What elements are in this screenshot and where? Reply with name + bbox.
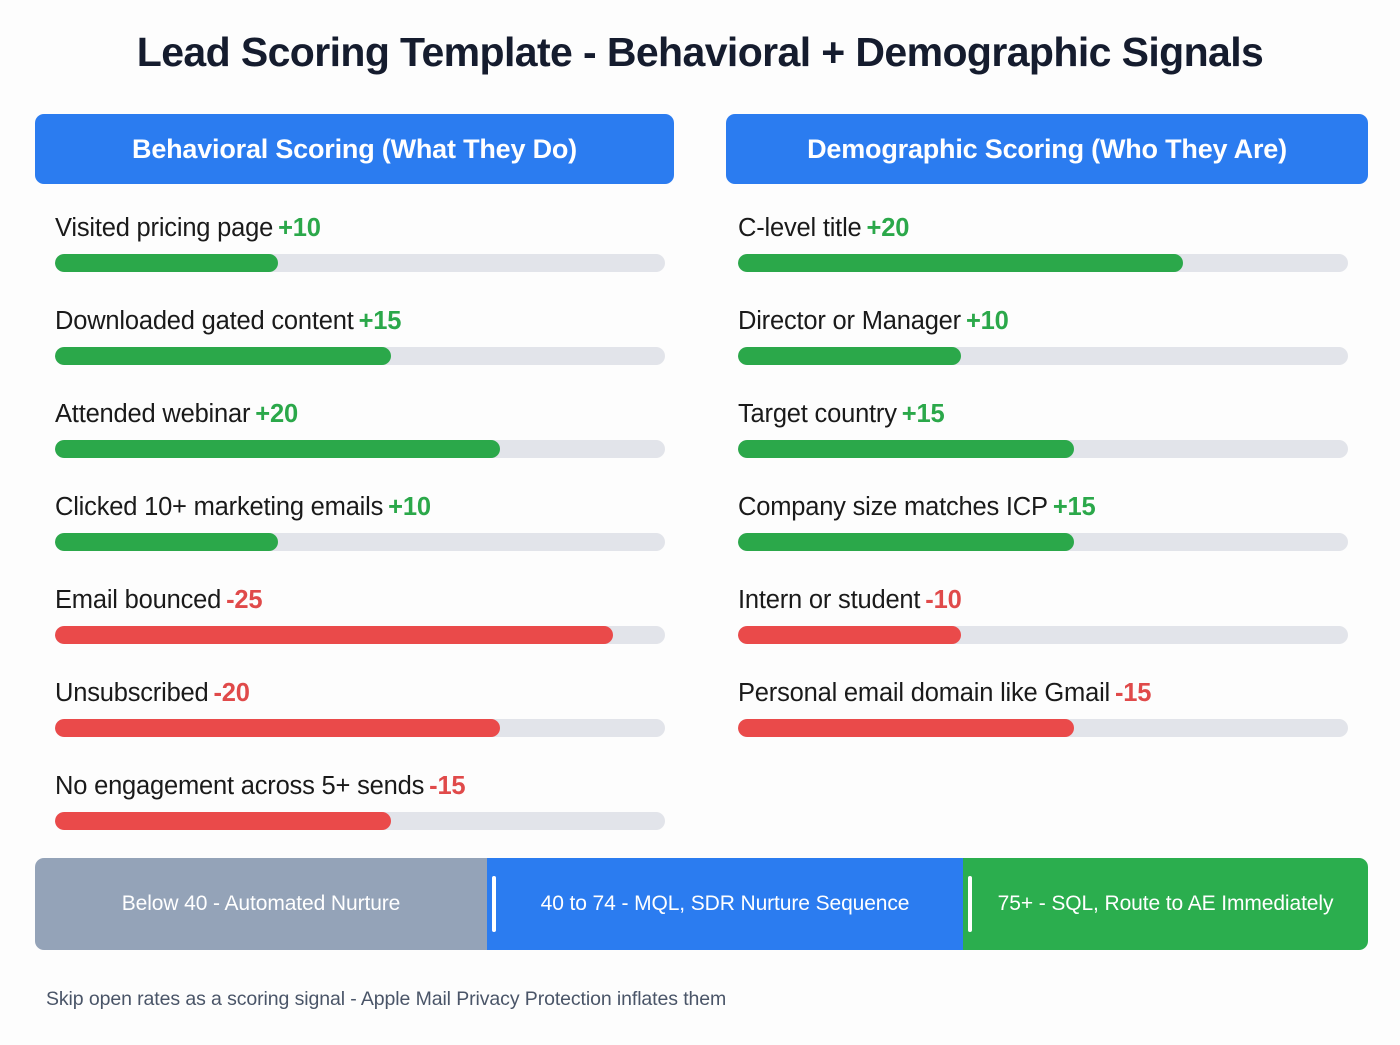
- signal-label: Downloaded gated content +15: [55, 307, 402, 335]
- signal-points-badge: -25: [226, 586, 263, 614]
- signal-bar-fill: [55, 347, 391, 365]
- signal-bar-fill: [55, 440, 501, 458]
- signal-row: Email bounced -25: [55, 578, 665, 671]
- signal-bar-track: [738, 254, 1348, 272]
- signal-points-badge: +10: [278, 214, 321, 242]
- signal-points-badge: +10: [965, 307, 1009, 335]
- signal-bar-fill: [738, 719, 1074, 737]
- signal-points-badge: +10: [388, 493, 431, 521]
- legend-segment: Below 40 - Automated Nurture: [35, 858, 487, 950]
- legend-segment: 40 to 74 - MQL, SDR Nurture Sequence: [487, 858, 963, 950]
- signal-bar-track: [55, 719, 665, 737]
- signal-label: Company size matches ICP +15: [738, 493, 1096, 521]
- signal-points-badge: -15: [1115, 679, 1152, 707]
- routing-legend: Below 40 - Automated Nurture 40 to 74 - M…: [35, 858, 1368, 950]
- signal-row: Personal email domain like Gmail -15: [738, 671, 1348, 764]
- signal-points-badge: +20: [866, 214, 910, 242]
- signal-row: Company size matches ICP +15: [738, 485, 1348, 578]
- signal-row: Downloaded gated content +15: [55, 299, 665, 392]
- signal-label: No engagement across 5+ sends -15: [55, 772, 466, 800]
- signal-bar-fill: [738, 440, 1074, 458]
- legend-segment-label: 75+ - SQL, Route to AE Immediately: [997, 891, 1334, 915]
- signal-bar-fill: [738, 626, 961, 644]
- footnote: Skip open rates as a scoring signal - Ap…: [46, 988, 727, 1010]
- signal-label: Target country +15: [738, 400, 945, 428]
- signal-bar-track: [55, 533, 665, 551]
- legend-segment-label: 40 to 74 - MQL, SDR Nurture Sequence: [540, 891, 910, 915]
- signal-label: C-level title +20: [738, 214, 910, 242]
- signal-bar-track: [55, 254, 665, 272]
- signal-label: Unsubscribed -20: [55, 679, 250, 707]
- signal-row: C-level title +20: [738, 206, 1348, 299]
- signal-bar-track: [55, 440, 665, 458]
- signal-label: Attended webinar +20: [55, 400, 298, 428]
- signal-row: Director or Manager +10: [738, 299, 1348, 392]
- page-title: Lead Scoring Template - Behavioral + Dem…: [136, 29, 1264, 75]
- signal-points-badge: +15: [1052, 493, 1096, 521]
- signal-label: Personal email domain like Gmail -15: [738, 679, 1152, 707]
- signal-label: Visited pricing page +10: [55, 214, 321, 242]
- signal-label: Director or Manager +10: [738, 307, 1009, 335]
- signal-points-badge: -15: [429, 772, 466, 800]
- signal-row: Target country +15: [738, 392, 1348, 485]
- signal-bar-track: [55, 347, 665, 365]
- signal-row: Intern or student -10: [738, 578, 1348, 671]
- signal-row: Clicked 10+ marketing emails +10: [55, 485, 665, 578]
- signal-bar-fill: [55, 533, 278, 551]
- signal-bar-fill: [55, 719, 501, 737]
- signal-points-badge: +15: [901, 400, 945, 428]
- signal-points-badge: -20: [213, 679, 250, 707]
- signal-label: Intern or student -10: [738, 586, 962, 614]
- signal-bar-track: [738, 626, 1348, 644]
- legend-segment: 75+ - SQL, Route to AE Immediately: [963, 858, 1368, 950]
- signal-bar-track: [55, 626, 665, 644]
- signal-bar-fill: [738, 347, 961, 365]
- signal-bar-fill: [55, 254, 278, 272]
- signal-bar-fill: [738, 533, 1074, 551]
- signal-points-badge: -10: [925, 586, 962, 614]
- signal-row: Visited pricing page +10: [55, 206, 665, 299]
- legend-segment-label: Below 40 - Automated Nurture: [121, 891, 401, 915]
- signal-bar-track: [738, 440, 1348, 458]
- signal-row: No engagement across 5+ sends -15: [55, 764, 665, 857]
- signal-points-badge: +15: [358, 307, 402, 335]
- signal-row: Unsubscribed -20: [55, 671, 665, 764]
- behavioral-signal-list: Visited pricing page +10 Downloaded gated …: [55, 206, 665, 857]
- column-header-demographic: Demographic Scoring (Who They Are): [726, 114, 1368, 184]
- signal-bar-track: [55, 812, 665, 830]
- signal-bar-fill: [55, 626, 614, 644]
- signal-label: Clicked 10+ marketing emails +10: [55, 493, 431, 521]
- signal-label: Email bounced -25: [55, 586, 263, 614]
- signal-bar-track: [738, 347, 1348, 365]
- signal-points-badge: +20: [255, 400, 298, 428]
- signal-row: Attended webinar +20: [55, 392, 665, 485]
- signal-bar-fill: [738, 254, 1184, 272]
- column-header-behavioral: Behavioral Scoring (What They Do): [35, 114, 674, 184]
- signal-bar-track: [738, 533, 1348, 551]
- signal-bar-fill: [55, 812, 391, 830]
- demographic-signal-list: C-level title +20 Director or Manager +10 Ta…: [738, 206, 1348, 764]
- signal-bar-track: [738, 719, 1348, 737]
